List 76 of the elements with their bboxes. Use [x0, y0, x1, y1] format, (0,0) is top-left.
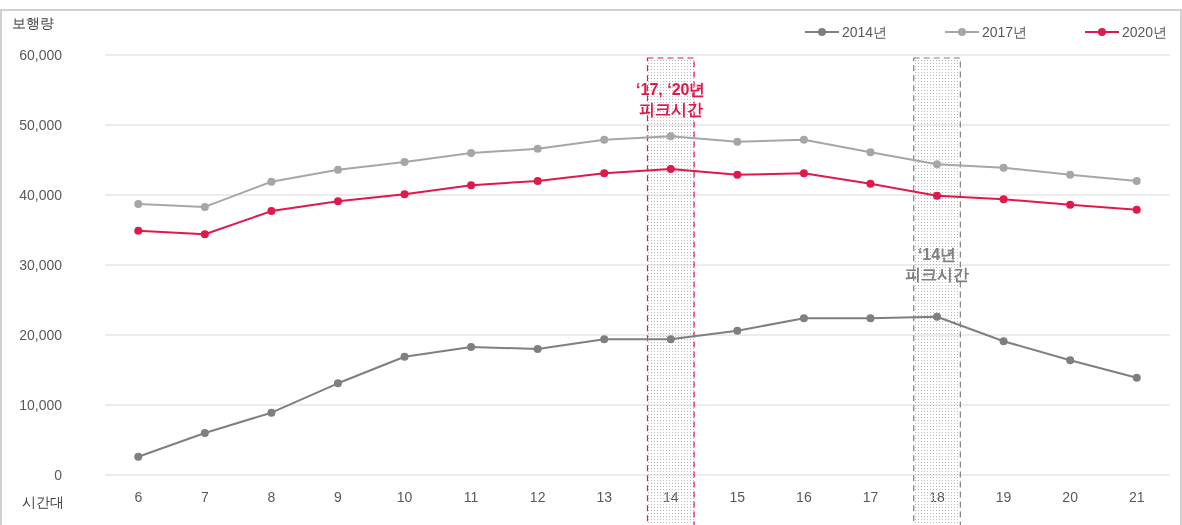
point: [666, 132, 675, 141]
point: [666, 335, 675, 344]
point: [866, 314, 875, 323]
point: [134, 452, 143, 461]
x-tick-label: 9: [334, 489, 343, 505]
point: [267, 408, 276, 417]
point: [400, 158, 409, 167]
point: [733, 326, 742, 335]
point: [200, 429, 209, 437]
legend-label: 2017년: [982, 24, 1028, 40]
point: [733, 137, 742, 146]
x-tick-label: 7: [200, 489, 209, 505]
point: [333, 197, 342, 206]
y-tick-label: 20,000: [19, 327, 63, 343]
y-tick-label: 10,000: [19, 397, 63, 413]
y-tick-label: 40,000: [19, 187, 63, 203]
point: [1066, 356, 1075, 365]
x-tick-label: 10: [396, 489, 413, 505]
point: [1066, 200, 1075, 209]
legend-label: 2020년: [1122, 24, 1168, 40]
point: [666, 165, 675, 174]
x-tick-label: 15: [729, 489, 746, 505]
point: [267, 207, 276, 216]
y-tick-label: 30,000: [19, 257, 63, 273]
point: [600, 335, 609, 344]
point: [1066, 170, 1075, 179]
point: [999, 337, 1008, 346]
point: [999, 195, 1008, 204]
point: [933, 191, 942, 200]
point: [1132, 373, 1141, 382]
point: [467, 181, 476, 190]
point: [933, 312, 942, 321]
x-tick-label: 17: [862, 489, 879, 505]
x-tick-label: 13: [596, 489, 613, 505]
y-tick-label: 0: [54, 467, 63, 483]
point: [400, 190, 409, 199]
x-tick-label: 19: [995, 489, 1012, 505]
point: [799, 169, 808, 178]
point: [600, 135, 609, 144]
point: [533, 144, 542, 153]
point: [866, 148, 875, 157]
y-tick-label: 50,000: [19, 117, 63, 133]
point: [134, 200, 143, 209]
band-label: ‘17, ‘20년 피크시간: [636, 81, 706, 118]
x-tick-label: 16: [796, 489, 812, 505]
point: [1132, 177, 1141, 185]
point: [333, 165, 342, 174]
point: [866, 179, 875, 188]
point: [1132, 205, 1141, 214]
band-label: ‘14년 피크시간: [905, 246, 970, 283]
point: [467, 149, 476, 157]
point: [733, 170, 742, 179]
x-axis-title: 시간대: [22, 494, 64, 510]
point: [200, 202, 209, 211]
point: [400, 352, 409, 361]
x-tick-label: 8: [267, 489, 276, 505]
legend-label: 2014년: [842, 24, 888, 40]
point: [467, 342, 476, 351]
x-tick-label: 6: [134, 489, 143, 505]
y-axis-title: 보행량: [12, 15, 54, 31]
y-tick-label: 60,000: [19, 47, 63, 63]
point: [533, 177, 542, 185]
point: [600, 169, 609, 178]
point: [999, 163, 1008, 172]
x-tick-label: 21: [1128, 489, 1145, 505]
x-tick-label: 11: [463, 489, 479, 505]
x-tick-label: 20: [1062, 489, 1079, 505]
point: [267, 177, 276, 186]
point: [333, 379, 342, 388]
point: [933, 160, 942, 169]
x-tick-label: 12: [529, 489, 546, 505]
point: [799, 314, 808, 323]
point: [533, 345, 542, 353]
point: [134, 226, 143, 235]
point: [200, 230, 209, 239]
point: [799, 135, 808, 144]
